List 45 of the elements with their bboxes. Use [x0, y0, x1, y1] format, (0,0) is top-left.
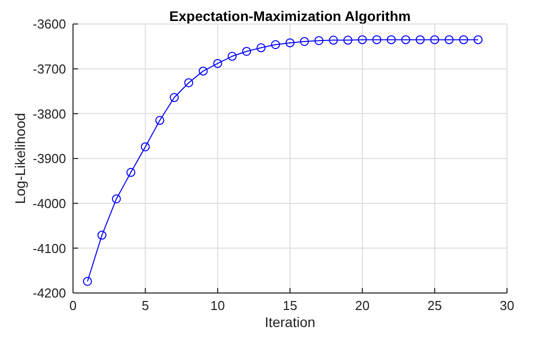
y-tick-label: -3600	[32, 16, 66, 32]
x-tick-label: 15	[282, 298, 298, 314]
point	[372, 35, 382, 44]
point	[256, 43, 266, 52]
point	[459, 35, 468, 44]
point	[358, 35, 367, 44]
point	[184, 78, 194, 88]
point	[343, 36, 352, 45]
point	[286, 38, 294, 48]
point	[328, 36, 338, 45]
x-tick-label: 30	[500, 298, 514, 314]
y-tick-label: -4000	[32, 196, 66, 211]
point	[314, 36, 324, 46]
x-tick-label: 25	[427, 298, 442, 314]
chart-title: Expectation-Maximization Algorithm	[168, 8, 412, 24]
point	[97, 230, 106, 240]
point	[242, 46, 252, 56]
point	[170, 93, 179, 102]
point	[82, 276, 92, 286]
x-axis-title: Iteration	[264, 314, 316, 330]
y-tick-label: -4200	[32, 286, 66, 301]
point	[416, 35, 425, 44]
y-tick-label: -3700	[32, 61, 66, 76]
point	[401, 35, 410, 44]
point	[155, 116, 164, 125]
y-tick-label: -3900	[32, 151, 66, 166]
point	[474, 35, 483, 44]
y-axis-title: Log-Likelihood	[12, 112, 28, 204]
x-tick-label: 10	[210, 298, 225, 314]
point	[386, 35, 396, 44]
point	[112, 194, 121, 204]
y-tick-label: -4100	[32, 240, 66, 256]
point	[140, 142, 150, 152]
point	[213, 58, 222, 68]
x-tick-label: 0	[69, 298, 77, 314]
point	[444, 35, 454, 44]
x-tick-label: 20	[355, 298, 370, 314]
point	[198, 66, 208, 76]
x-tick-label: 5	[142, 298, 149, 314]
point	[430, 35, 440, 44]
y-tick-label: -3800	[32, 106, 66, 122]
point	[300, 36, 309, 46]
point	[271, 40, 280, 50]
point	[228, 52, 237, 61]
point	[126, 168, 136, 177]
